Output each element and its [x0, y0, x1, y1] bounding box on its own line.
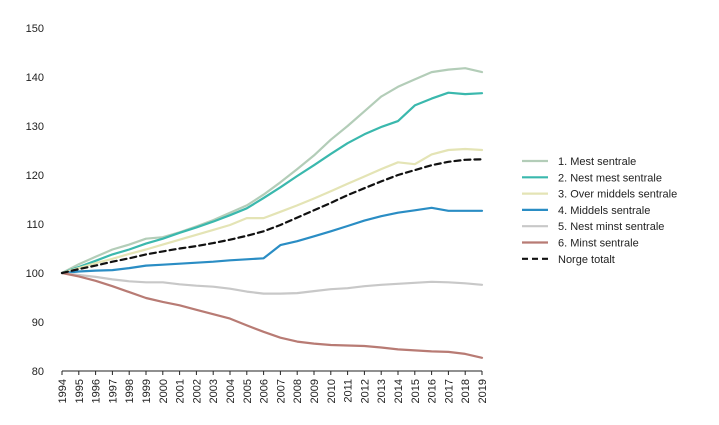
- x-tick-label: 2012: [359, 379, 371, 403]
- x-tick-label: 2018: [460, 379, 472, 403]
- series-line-3: [60, 147, 484, 275]
- x-tick-label: 2008: [292, 379, 304, 403]
- x-tick-label: 1998: [124, 379, 136, 403]
- x-tick-label: 2010: [326, 379, 338, 403]
- series-layer: [60, 67, 484, 359]
- series-line-2: [60, 91, 484, 275]
- x-tick-label: 2003: [208, 379, 220, 403]
- x-tick-label: 2013: [376, 379, 388, 403]
- legend-label-3: 3. Over middels sentrale: [558, 189, 677, 201]
- legend-label-6: 6. Minst sentrale: [558, 238, 639, 250]
- legend-label-5: 5. Nest minst sentrale: [558, 221, 664, 233]
- x-tick-label: 2004: [225, 379, 237, 403]
- x-tick-label: 1999: [141, 379, 153, 403]
- series-line-6: [60, 271, 484, 359]
- y-tick-label: 140: [26, 72, 44, 84]
- x-tick-label: 1997: [107, 379, 119, 403]
- x-tick-label: 2016: [427, 379, 439, 403]
- x-tick-label: 2006: [259, 379, 271, 403]
- x-tick-label: 2011: [343, 379, 355, 403]
- x-axis: 1994 1995 1996 1997 1998 1999 2000 2001 2002 2003…: [57, 370, 489, 403]
- x-tick-label: 2017: [443, 379, 455, 403]
- series-line-7: [60, 158, 484, 275]
- y-tick-label: 90: [32, 317, 44, 329]
- x-tick-label: 2019: [477, 379, 489, 403]
- x-tick-label: 1996: [91, 379, 103, 403]
- x-tick-label: 2007: [275, 379, 287, 403]
- series-line-4: [60, 206, 484, 275]
- legend: 1. Mest sentrale 2. Nest mest sentrale 3. …: [522, 156, 677, 266]
- legend-label-1: 1. Mest sentrale: [558, 156, 636, 168]
- x-tick-label: 2005: [242, 379, 254, 403]
- series-line-1: [60, 67, 484, 275]
- x-tick-label: 2009: [309, 379, 321, 403]
- y-tick-label: 150: [26, 23, 44, 35]
- y-tick-label: 100: [26, 268, 44, 280]
- x-tick-label: 2014: [393, 379, 405, 403]
- legend-label-7: Norge totalt: [558, 254, 615, 266]
- y-tick-label: 130: [26, 121, 44, 133]
- y-axis: 80 90 100 110 120 130 140 150: [26, 23, 44, 378]
- series-line-5: [60, 271, 484, 295]
- x-tick-label: 1995: [74, 379, 86, 403]
- x-tick-label: 2015: [410, 379, 422, 403]
- y-tick-label: 120: [26, 170, 44, 182]
- legend-label-2: 2. Nest mest sentrale: [558, 172, 662, 184]
- x-tick-label: 2002: [191, 379, 203, 403]
- y-tick-label: 80: [32, 366, 44, 378]
- x-tick-label: 2000: [158, 379, 170, 403]
- y-tick-label: 110: [26, 219, 44, 231]
- legend-label-4: 4. Middels sentrale: [558, 205, 650, 217]
- x-tick-label: 2001: [175, 379, 187, 403]
- x-tick-label: 1994: [57, 379, 69, 403]
